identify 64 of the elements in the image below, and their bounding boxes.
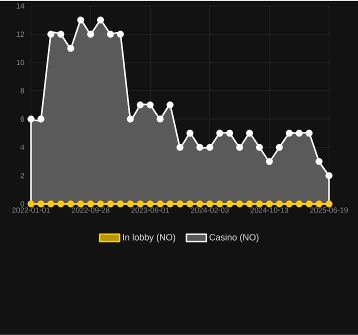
point bbox=[216, 130, 224, 137]
point bbox=[166, 200, 174, 208]
point bbox=[87, 30, 94, 38]
point bbox=[326, 172, 332, 180]
point bbox=[126, 116, 134, 123]
point bbox=[286, 130, 293, 137]
point bbox=[156, 116, 164, 123]
point bbox=[176, 144, 184, 151]
point bbox=[28, 200, 34, 208]
point bbox=[196, 144, 204, 151]
point bbox=[186, 130, 194, 137]
point bbox=[107, 30, 114, 38]
point bbox=[226, 200, 234, 208]
point bbox=[196, 200, 204, 208]
point bbox=[77, 16, 84, 24]
point bbox=[316, 158, 323, 165]
point bbox=[47, 30, 54, 38]
point bbox=[206, 144, 214, 151]
point bbox=[186, 200, 194, 208]
point bbox=[276, 200, 283, 208]
point bbox=[87, 200, 94, 208]
point bbox=[77, 200, 84, 208]
point bbox=[47, 200, 54, 208]
point bbox=[176, 200, 184, 208]
point bbox=[306, 130, 313, 137]
point bbox=[306, 200, 313, 208]
point bbox=[246, 200, 253, 208]
point bbox=[67, 44, 74, 52]
legend-label: Casino (NO) bbox=[210, 234, 259, 242]
point bbox=[116, 200, 124, 208]
point bbox=[166, 101, 174, 108]
point bbox=[206, 200, 214, 208]
point bbox=[256, 144, 263, 151]
point bbox=[276, 144, 283, 151]
point bbox=[126, 200, 134, 208]
point bbox=[236, 200, 244, 208]
point bbox=[216, 200, 224, 208]
point bbox=[146, 200, 154, 208]
point bbox=[136, 200, 144, 208]
point bbox=[326, 200, 332, 208]
point bbox=[266, 200, 273, 208]
point bbox=[116, 30, 124, 38]
point bbox=[256, 200, 263, 208]
point bbox=[57, 30, 64, 38]
point bbox=[236, 144, 244, 151]
point bbox=[107, 200, 114, 208]
point bbox=[146, 101, 154, 108]
point bbox=[37, 200, 44, 208]
point bbox=[97, 200, 104, 208]
point bbox=[37, 116, 44, 123]
legend-label: In lobby (NO) bbox=[123, 234, 176, 242]
point bbox=[296, 130, 303, 137]
point bbox=[97, 16, 104, 24]
point bbox=[67, 200, 74, 208]
point bbox=[57, 200, 64, 208]
point bbox=[266, 158, 273, 165]
point bbox=[286, 200, 293, 208]
point bbox=[226, 130, 234, 137]
point bbox=[156, 200, 164, 208]
point bbox=[246, 130, 253, 137]
point bbox=[296, 200, 303, 208]
point bbox=[136, 101, 144, 108]
point bbox=[28, 116, 34, 123]
point bbox=[316, 200, 323, 208]
